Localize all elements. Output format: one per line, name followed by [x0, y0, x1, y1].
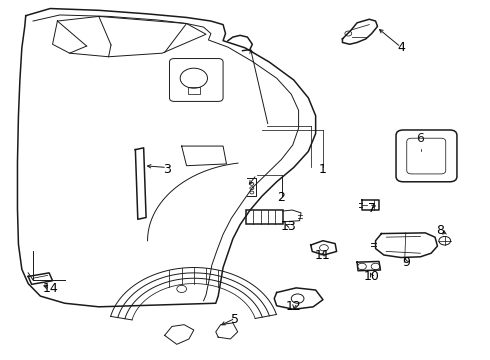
Text: 9: 9	[402, 256, 410, 269]
Text: 10: 10	[364, 270, 380, 283]
Text: 7: 7	[368, 202, 376, 215]
Bar	[188, 87, 200, 94]
Text: 3: 3	[163, 163, 171, 176]
Text: 13: 13	[281, 220, 297, 233]
Text: 8: 8	[436, 224, 444, 237]
Text: 11: 11	[315, 248, 331, 261]
Text: 6: 6	[416, 132, 424, 145]
Text: 4: 4	[397, 41, 405, 54]
Text: 14: 14	[42, 283, 58, 296]
Text: 2: 2	[278, 192, 286, 204]
Text: 1: 1	[319, 163, 327, 176]
Bar	[246, 210, 283, 224]
Text: 5: 5	[231, 313, 239, 326]
Text: 12: 12	[286, 300, 302, 313]
